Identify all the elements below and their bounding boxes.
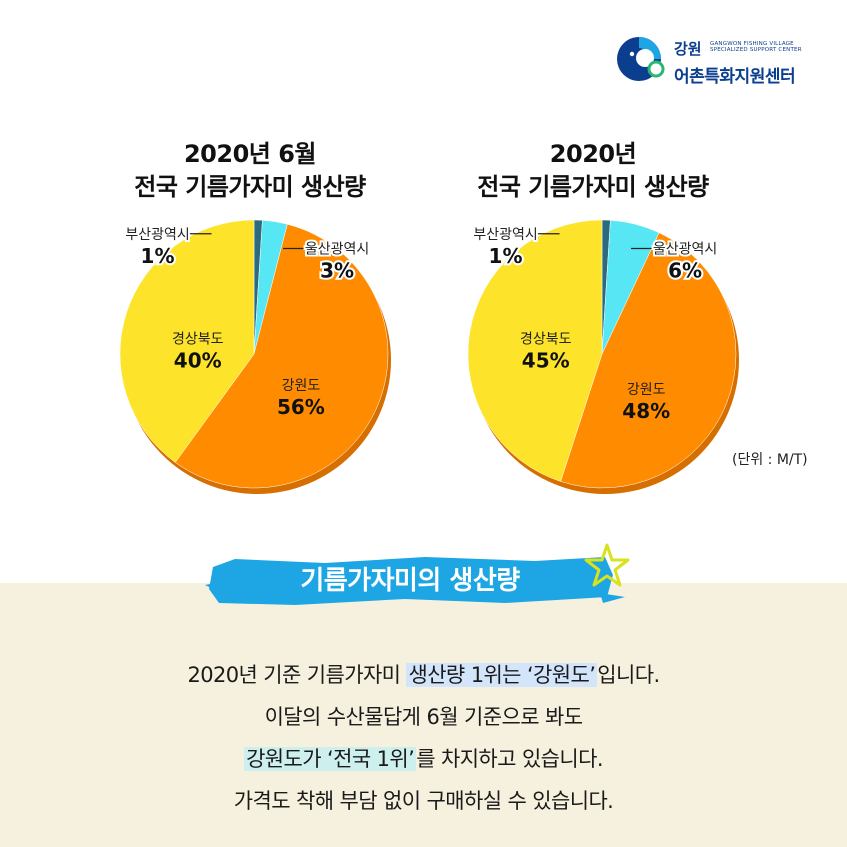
chart-2-title-line2: 전국 기름가자미 생산량 (477, 173, 709, 201)
slice-label: 경상북도 (172, 331, 224, 347)
slice-percent-label: 48% (622, 399, 670, 423)
slice-label: 울산광역시 (305, 242, 369, 258)
chart-2-title-line1: 2020년 (549, 140, 637, 168)
slice-label: 강원도 (627, 382, 666, 398)
logo: 강원 GANGWON FISHING VILLAGE SPECIALIZED S… (612, 32, 822, 92)
logo-subtitle-korean: 어촌특화지원센터 (674, 67, 796, 87)
body-line-2: 이달의 수산물답게 6월 기준으로 봐도 (264, 705, 583, 729)
body-highlight-2: 강원도가 ‘전국 1위’ (244, 747, 417, 771)
slice-label: 강원도 (282, 378, 321, 394)
chart-2-title: 2020년 전국 기름가자미 생산량 (443, 138, 743, 204)
chart-1-title: 2020년 6월 전국 기름가자미 생산량 (100, 138, 400, 204)
body-line-3: 강원도가 ‘전국 1위’를 차지하고 있습니다. (40, 745, 807, 773)
logo-mark-icon (617, 37, 665, 81)
slice-label: 경상북도 (520, 331, 572, 347)
chart-1-title-line2: 전국 기름가자미 생산량 (134, 173, 366, 201)
slice-percent-label: 56% (277, 395, 325, 419)
body-line-3-b: 를 차지하고 있습니다. (416, 747, 603, 771)
chart-1-title-line1: 2020년 6월 (183, 140, 317, 168)
slice-label: 울산광역시 (653, 242, 717, 258)
slice-label: 부산광역시 (473, 227, 537, 243)
slice-percent-label: 1% (141, 244, 175, 268)
slice-percent-label: 3% (320, 259, 354, 283)
unit-label: (단위 : M/T) (732, 452, 808, 468)
logo-title-english: GANGWON FISHING VILLAGE SPECIALIZED SUPP… (710, 41, 802, 53)
body-line-1-c: 입니다. (597, 663, 660, 687)
bottom-panel (0, 583, 847, 847)
slice-label: 부산광역시 (125, 227, 189, 243)
pie-slice-3 (174, 223, 389, 489)
pie-slice-4 (119, 219, 255, 463)
slice-percent-label: 1% (489, 244, 523, 268)
body-highlight-1: 생산량 1위는 ‘강원도’ (406, 663, 598, 687)
slice-percent-label: 6% (668, 259, 702, 283)
body-line-4: 가격도 착해 부담 없이 구매하실 수 있습니다. (233, 789, 614, 813)
slice-percent-label: 45% (522, 348, 570, 372)
body-line-1-a: 2020년 기준 기름가자미 (187, 663, 407, 687)
pie-slice-3 (560, 232, 737, 489)
banner-brush (205, 557, 625, 605)
slice-percent-label: 40% (174, 348, 222, 372)
star-doodle-icon (584, 543, 630, 587)
pie-slice-4 (467, 219, 603, 482)
banner-title: 기름가자미의 생산량 (300, 566, 520, 596)
logo-title-korean: 강원 (674, 40, 702, 58)
body-line-1: 2020년 기준 기름가자미 생산량 1위는 ‘강원도’입니다. (40, 661, 807, 689)
